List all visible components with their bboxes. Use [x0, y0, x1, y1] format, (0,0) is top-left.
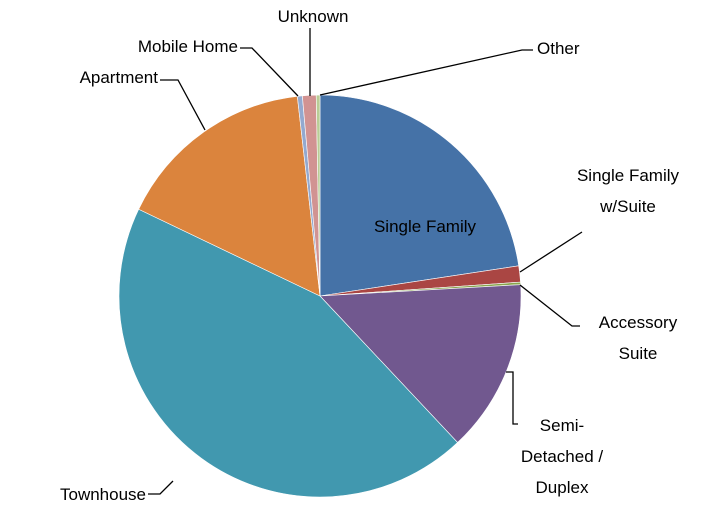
leader-line: [519, 284, 580, 327]
leader-line: [519, 231, 583, 273]
slice-label: Single Family w/Suite: [576, 166, 680, 216]
slice-label: Single Family: [373, 217, 477, 236]
leader-lines: [148, 28, 583, 495]
slices: [118, 94, 522, 498]
leader-line: [160, 79, 206, 131]
slice-label: Apartment: [79, 68, 158, 87]
pie-slice: [315, 94, 321, 297]
slice-label: Townhouse: [59, 485, 146, 504]
pie-slice: [319, 94, 520, 297]
slice-label: Mobile Home: [137, 37, 238, 56]
pie-slice: [138, 95, 321, 297]
leader-line: [240, 47, 299, 97]
pie-slice: [319, 284, 522, 443]
slice-label: Unknown: [277, 7, 349, 26]
leader-line: [506, 371, 518, 425]
slice-label: Other: [537, 39, 580, 58]
slice-label: Semi-Detached / Duplex: [520, 416, 604, 497]
slice-label: Accessory Suite: [598, 313, 678, 363]
pie-slice: [118, 208, 459, 498]
leader-line: [148, 480, 174, 495]
leader-line: [319, 49, 533, 96]
